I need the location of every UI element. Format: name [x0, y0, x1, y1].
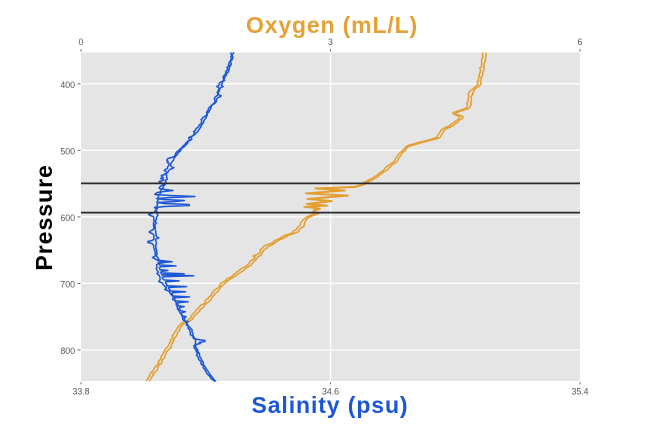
svg-text:500: 500	[60, 146, 75, 156]
svg-text:Pressure: Pressure	[31, 164, 57, 270]
svg-text:35.4: 35.4	[571, 386, 588, 396]
svg-text:Oxygen (mL/L): Oxygen (mL/L)	[246, 12, 418, 38]
svg-text:Salinity (psu): Salinity (psu)	[251, 392, 408, 418]
svg-text:0: 0	[79, 37, 84, 47]
svg-text:34.6: 34.6	[322, 386, 339, 396]
svg-text:3: 3	[328, 37, 333, 47]
svg-text:33.8: 33.8	[72, 386, 89, 396]
svg-text:6: 6	[578, 37, 583, 47]
svg-text:700: 700	[60, 280, 75, 290]
svg-text:800: 800	[60, 346, 75, 356]
svg-text:400: 400	[60, 80, 75, 90]
svg-text:600: 600	[60, 213, 75, 223]
